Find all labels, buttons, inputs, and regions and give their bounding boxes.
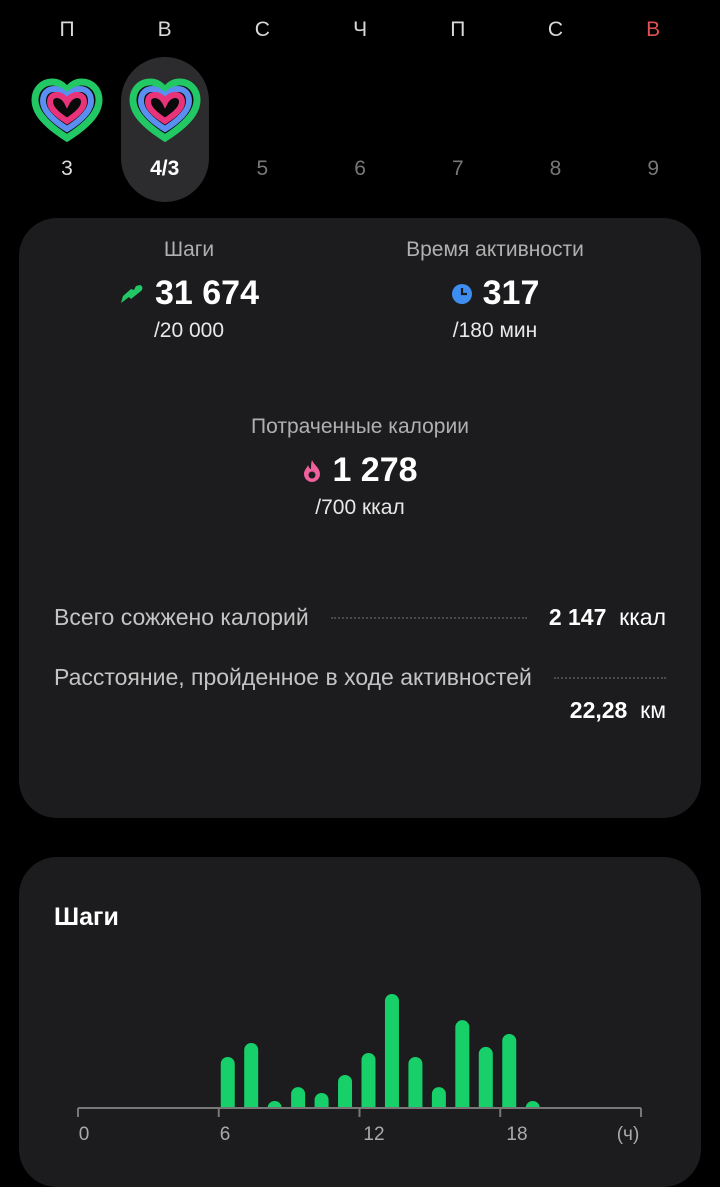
dotted-leader xyxy=(553,676,666,679)
total-burned-unit: ккал xyxy=(619,604,666,630)
distance-row: Расстояние, пройденное в ходе активносте… xyxy=(54,664,666,724)
x-tick-label: 0 xyxy=(79,1124,90,1145)
active-time-label: Время активности xyxy=(406,238,584,261)
steps-bar[interactable] xyxy=(455,1020,470,1115)
total-burned-value: 2 147 xyxy=(548,604,607,630)
steps-value: 31 674 xyxy=(155,274,259,312)
day-letter: В xyxy=(157,18,172,41)
calories-stat: Потраченные калории 1 278 /700 ккал xyxy=(200,415,520,520)
activity-summary-card[interactable]: Шаги 31 674 /20 000 Время активности 317… xyxy=(19,218,701,818)
day-letter: С xyxy=(547,18,564,41)
steps-card-title: Шаги xyxy=(54,903,119,931)
day-0[interactable]: П 3 xyxy=(23,0,111,210)
x-tick-label: 6 xyxy=(220,1124,231,1145)
day-letter: П xyxy=(59,18,75,41)
day-number: 3 xyxy=(61,157,73,180)
flame-icon xyxy=(304,459,321,482)
distance-label: Расстояние, пройденное в ходе активносте… xyxy=(54,664,532,690)
day-letter: П xyxy=(450,18,466,41)
total-burned-row: Всего сожжено калорий 2 147 ккал xyxy=(54,604,666,631)
active-time-stat: Время активности 317 /180 мин xyxy=(365,238,625,343)
calories-label: Потраченные калории xyxy=(251,415,469,438)
day-number: 9 xyxy=(647,157,660,180)
day-letter: В xyxy=(646,18,661,41)
x-tick-label: 18 xyxy=(506,1124,527,1145)
steps-bar[interactable] xyxy=(502,1033,517,1115)
calories-goal: /700 ккал xyxy=(315,496,405,519)
day-letter: С xyxy=(254,18,270,41)
day-number: 6 xyxy=(354,157,366,180)
steps-hourly-chart: 0 6 12 18 (ч) xyxy=(77,994,642,1145)
active-time-value: 317 xyxy=(482,274,540,312)
steps-bar[interactable] xyxy=(478,1046,493,1115)
steps-stat: Шаги 31 674 /20 000 xyxy=(59,238,319,343)
steps-bar[interactable] xyxy=(220,1056,235,1115)
day-number: 7 xyxy=(451,157,464,180)
day-number: 8 xyxy=(549,157,562,180)
shoe-icon xyxy=(121,284,143,303)
activity-heart-icon xyxy=(129,78,201,142)
day-letter: Ч xyxy=(353,18,368,41)
day-number: 4/3 xyxy=(150,157,180,180)
day-1[interactable]: В 4/3 xyxy=(120,0,209,210)
steps-label: Шаги xyxy=(163,238,215,261)
steps-bar[interactable] xyxy=(244,1042,259,1115)
steps-bar[interactable] xyxy=(361,1052,376,1115)
x-tick-label: 12 xyxy=(363,1124,384,1145)
steps-bar[interactable] xyxy=(408,1056,423,1115)
steps-bar[interactable] xyxy=(338,1074,353,1115)
activity-heart-icon xyxy=(31,78,103,142)
steps-bar[interactable] xyxy=(384,994,399,1115)
total-burned-label: Всего сожжено калорий xyxy=(54,604,309,630)
calories-value: 1 278 xyxy=(332,451,418,489)
active-time-goal: /180 мин xyxy=(452,319,538,342)
x-unit-label: (ч) xyxy=(617,1124,640,1145)
steps-chart-card[interactable]: Шаги 0 6 12 18 (ч) xyxy=(19,857,701,1187)
clock-icon xyxy=(451,283,472,304)
distance-unit: км xyxy=(640,697,666,723)
day-number: 5 xyxy=(256,157,269,180)
steps-goal: /20 000 xyxy=(153,319,225,342)
distance-value: 22,28 xyxy=(569,697,628,723)
dotted-leader xyxy=(330,616,527,619)
